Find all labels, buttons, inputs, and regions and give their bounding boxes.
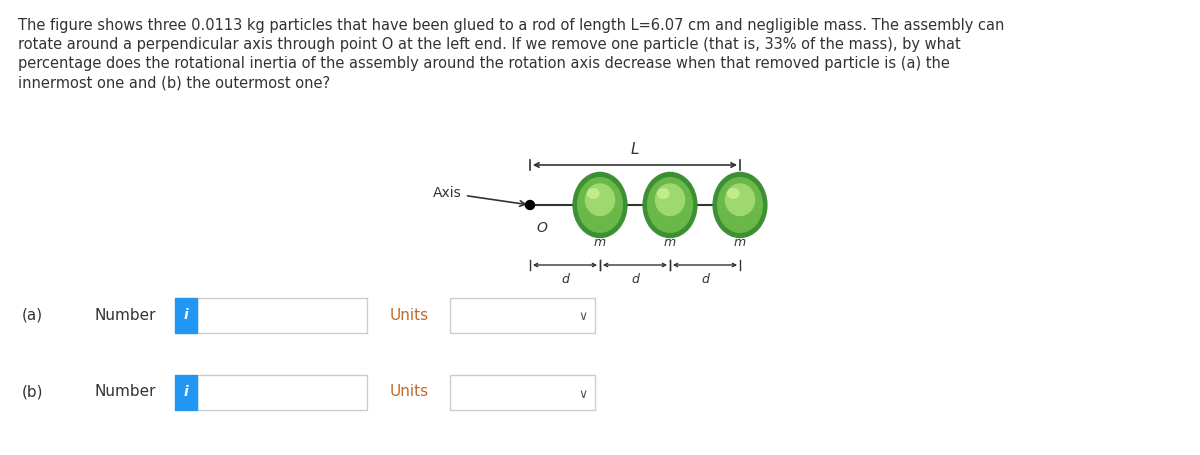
Text: ∨: ∨ — [578, 388, 588, 400]
Text: Number: Number — [95, 308, 156, 323]
Text: L: L — [631, 142, 640, 157]
Ellipse shape — [713, 172, 767, 238]
Text: (a): (a) — [22, 308, 43, 323]
Text: ∨: ∨ — [578, 310, 588, 324]
Ellipse shape — [574, 172, 626, 238]
Text: The figure shows three 0.0113 kg particles that have been glued to a rod of leng: The figure shows three 0.0113 kg particl… — [18, 18, 1004, 33]
Circle shape — [526, 201, 534, 209]
Text: Axis: Axis — [433, 186, 526, 206]
Text: d: d — [562, 273, 569, 286]
Ellipse shape — [726, 184, 755, 216]
FancyBboxPatch shape — [450, 298, 595, 333]
Text: m: m — [734, 236, 746, 249]
Text: d: d — [631, 273, 638, 286]
Text: m: m — [664, 236, 676, 249]
FancyBboxPatch shape — [450, 374, 595, 410]
FancyBboxPatch shape — [175, 374, 197, 410]
FancyBboxPatch shape — [175, 298, 197, 333]
FancyBboxPatch shape — [197, 374, 367, 410]
Ellipse shape — [588, 189, 599, 198]
Ellipse shape — [586, 184, 614, 216]
Text: Units: Units — [390, 384, 430, 399]
Text: (b): (b) — [22, 384, 43, 399]
Text: innermost one and (b) the outermost one?: innermost one and (b) the outermost one? — [18, 75, 330, 90]
Text: rotate around a perpendicular axis through point O at the left end. If we remove: rotate around a perpendicular axis throu… — [18, 37, 961, 52]
Ellipse shape — [658, 189, 668, 198]
Text: Units: Units — [390, 308, 430, 323]
Text: m: m — [594, 236, 606, 249]
FancyBboxPatch shape — [197, 298, 367, 333]
Ellipse shape — [577, 178, 623, 233]
Ellipse shape — [655, 184, 684, 216]
Text: i: i — [184, 385, 188, 399]
Ellipse shape — [643, 172, 697, 238]
Ellipse shape — [648, 178, 692, 233]
Ellipse shape — [718, 178, 762, 233]
Text: O: O — [536, 221, 547, 235]
Text: i: i — [184, 308, 188, 322]
Ellipse shape — [727, 189, 739, 198]
Text: percentage does the rotational inertia of the assembly around the rotation axis : percentage does the rotational inertia o… — [18, 56, 950, 71]
Text: Number: Number — [95, 384, 156, 399]
Text: d: d — [701, 273, 709, 286]
